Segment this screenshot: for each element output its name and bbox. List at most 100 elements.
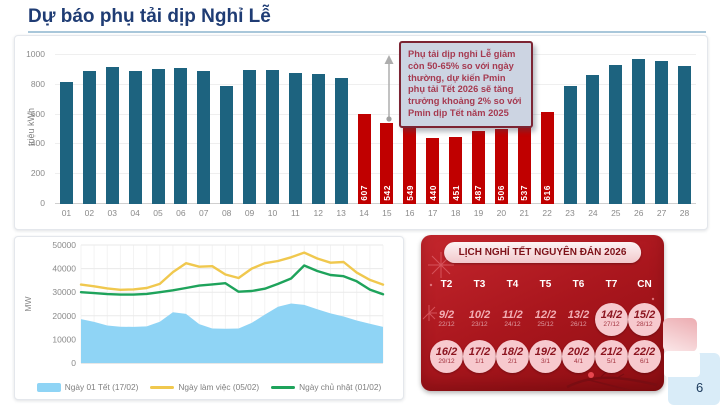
bar-column-23 — [559, 55, 582, 204]
x-tick-label: 15 — [382, 208, 392, 218]
bar-column-26 — [627, 55, 650, 204]
bar-day-18: 451 — [449, 136, 463, 204]
bar-value-label: 549 — [404, 185, 415, 201]
lunar-date: 25/12 — [537, 321, 554, 329]
calendar-day-11-2: 11/2 24/12 — [496, 303, 529, 336]
bar-value-label: 616 — [542, 185, 553, 201]
x-tick-label: 16 — [405, 208, 415, 218]
solar-date: 13/2 — [567, 309, 590, 322]
solar-date: 17/2 — [468, 346, 491, 359]
tet-holiday-calendar-card: LỊCH NGHỈ TẾT NGUYÊN ĐÁN 2026 T2 T3 T4 T5 T6… — [421, 235, 664, 391]
bar-chart-gridlines — [55, 54, 696, 204]
bar-column-08 — [215, 55, 238, 204]
lunar-date: 6/1 — [639, 358, 650, 366]
bar-column-09 — [238, 55, 261, 204]
x-tick-label: 28 — [679, 208, 690, 218]
solar-date: 9/2 — [438, 309, 455, 322]
daily-load-bar-chart-card: triệu kWh 0 200 400 600 800 1000 607 542 549 440… — [14, 35, 708, 230]
page-number: 6 — [696, 380, 704, 395]
solar-date: 20/2 — [567, 346, 590, 359]
svg-text:0: 0 — [71, 358, 76, 368]
x-tick-label: 22 — [542, 208, 552, 218]
calendar-day-14-2: 14/2 27/12 — [595, 303, 628, 336]
gridline — [55, 54, 696, 55]
calendar-day-13-2: 13/2 26/12 — [562, 303, 595, 336]
x-tick-label: 01 — [61, 208, 72, 218]
corner-decoration-pink — [663, 318, 697, 352]
x-tick-label: 13 — [336, 208, 346, 218]
bar-value-label: 537 — [519, 185, 530, 201]
svg-text:50000: 50000 — [52, 240, 76, 250]
bar-day-14: 607 — [357, 113, 371, 204]
chart-legend: Ngày 01 Tết (17/02) Ngày làm việc (05/02)… — [15, 382, 403, 392]
legend-swatch — [271, 385, 296, 389]
x-tick-label: 20 — [496, 208, 507, 218]
calendar-day-header-T6: T6 — [572, 279, 585, 290]
solar-date: 11/2 — [502, 309, 523, 322]
bar-value-label: 487 — [473, 185, 484, 201]
bar-value-label: 451 — [450, 185, 461, 201]
bar-day-01 — [59, 81, 73, 204]
lunar-date: 28/12 — [636, 321, 653, 329]
calendar-day-22-2: 22/2 6/1 — [628, 340, 661, 373]
y-tick-label: 1000 — [26, 49, 45, 59]
calendar-grid: T2 T3 T4 T5 T6 T7 CN 9/2 22/12 10/2 23/12 11/2 24/12… — [430, 279, 661, 373]
calendar-title: LỊCH NGHỈ TẾT NGUYÊN ĐÁN 2026 — [443, 242, 642, 263]
gridline — [55, 83, 696, 85]
gridline — [55, 113, 696, 115]
bar-column-17: 440 — [421, 55, 444, 204]
bar-day-19: 487 — [471, 131, 485, 204]
x-tick-label: 17 — [427, 208, 438, 218]
bar-column-19: 487 — [467, 55, 490, 204]
legend-swatch — [36, 382, 61, 392]
x-tick-label: 06 — [176, 208, 186, 218]
solar-date: 15/2 — [633, 309, 656, 322]
bar-day-02 — [82, 70, 96, 204]
x-tick-label: 03 — [107, 208, 117, 218]
bar-day-11 — [288, 72, 302, 204]
bar-day-03 — [105, 67, 119, 204]
lunar-date: 5/1 — [606, 358, 617, 366]
calendar-day-header-T7: T7 — [605, 279, 618, 290]
bar-day-10 — [265, 69, 279, 204]
bar-chart-x-ticks: 01 02 03 04 05 06 07 08 09 10 11 12 13 14 15 16 17 18 19 20… — [55, 208, 696, 218]
x-tick-label: 07 — [199, 208, 209, 218]
up-arrow-annotation-icon — [384, 55, 394, 122]
bar-day-23 — [563, 85, 577, 204]
bar-column-24 — [581, 55, 604, 204]
hourly-load-chart: 0 10000 20000 30000 40000 50000 MW — [23, 240, 385, 368]
svg-text:MW: MW — [23, 296, 33, 311]
bar-day-16: 549 — [403, 122, 417, 204]
bar-day-07 — [197, 70, 211, 204]
legend-label: Ngày làm việc (05/02) — [178, 382, 260, 392]
x-tick-label: 12 — [313, 208, 323, 218]
bar-day-17: 440 — [426, 138, 440, 204]
bar-day-26 — [632, 59, 646, 204]
gridline — [55, 173, 696, 175]
bar-column-06 — [169, 55, 192, 204]
bar-column-15: 542 — [375, 55, 398, 204]
bar-column-28 — [673, 55, 696, 204]
bar-day-25 — [609, 64, 623, 204]
lunar-date: 4/1 — [573, 358, 584, 366]
calendar-day-header-T2: T2 — [440, 279, 453, 290]
bar-day-24 — [586, 75, 600, 204]
calendar-day-19-2: 19/2 3/1 — [529, 340, 562, 373]
bar-column-20: 506 — [490, 55, 513, 204]
x-tick-label: 11 — [290, 208, 300, 218]
calendar-day-header-T5: T5 — [539, 279, 552, 290]
y-tick-label: 600 — [30, 108, 45, 119]
bar-column-14: 607 — [353, 55, 376, 204]
bar-column-03 — [101, 55, 124, 204]
x-tick-label: 26 — [633, 208, 644, 218]
calendar-day-9-2: 9/2 22/12 — [430, 303, 463, 336]
calendar-day-header-CN: CN — [637, 279, 652, 290]
lunar-date: 29/12 — [438, 358, 455, 366]
svg-text:40000: 40000 — [52, 264, 76, 274]
legend-item: Ngày 01 Tết (17/02) — [36, 382, 138, 392]
note-callout: Phụ tải dịp nghỉ Lễ giảm còn 50-65% so v… — [399, 41, 533, 128]
x-tick-label: 14 — [359, 208, 369, 218]
calendar-day-15-2: 15/2 28/12 — [628, 303, 661, 336]
legend-item: Ngày làm việc (05/02) — [150, 382, 259, 392]
bar-value-label: 440 — [427, 185, 438, 201]
